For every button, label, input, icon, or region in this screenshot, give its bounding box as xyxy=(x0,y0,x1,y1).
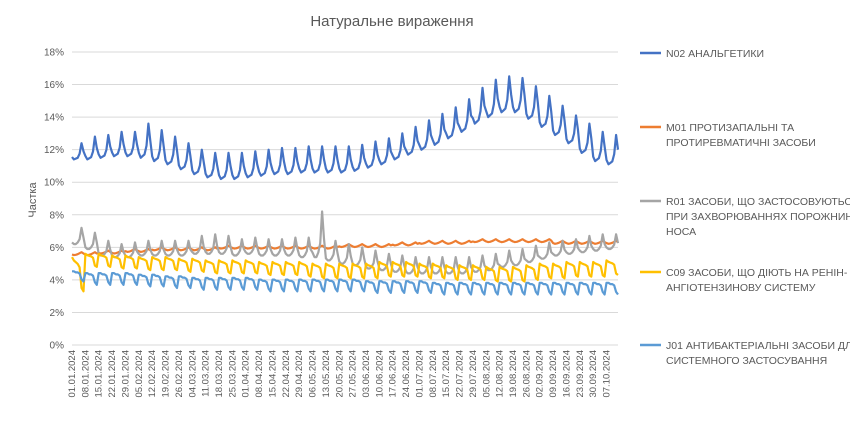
legend-label: АНГІОТЕНЗИНОВУ СИСТЕМУ xyxy=(666,282,816,294)
x-tick-label: 06.05.2024 xyxy=(308,350,319,398)
x-tick-label: 26.02.2024 xyxy=(174,350,185,398)
y-tick-label: 14% xyxy=(44,113,64,124)
x-tick-label: 13.05.2024 xyxy=(321,350,332,398)
x-tick-label: 01.04.2024 xyxy=(241,350,252,398)
x-tick-label: 24.06.2024 xyxy=(401,350,412,398)
x-tick-label: 22.04.2024 xyxy=(281,350,292,398)
x-tick-label: 01.07.2024 xyxy=(414,350,425,398)
y-tick-label: 4% xyxy=(50,275,65,286)
x-tick-label: 19.02.2024 xyxy=(161,350,172,398)
x-tick-label: 10.06.2024 xyxy=(374,350,385,398)
y-tick-label: 16% xyxy=(44,80,64,91)
x-tick-label: 29.04.2024 xyxy=(294,350,305,398)
y-axis-title: Частка xyxy=(27,182,39,218)
x-tick-label: 27.05.2024 xyxy=(348,350,359,398)
y-tick-label: 2% xyxy=(50,308,65,319)
x-tick-label: 30.09.2024 xyxy=(588,350,599,398)
legend-label: СИСТЕМНОГО ЗАСТОСУВАННЯ xyxy=(666,355,827,367)
x-tick-label: 12.02.2024 xyxy=(147,350,158,398)
series-line xyxy=(71,210,620,275)
x-tick-label: 01.01.2024 xyxy=(67,350,78,398)
legend-label: J01 АНТИБАКТЕРІАЛЬНІ ЗАСОБИ ДЛЯ xyxy=(666,340,850,352)
x-tick-label: 22.07.2024 xyxy=(455,350,466,398)
y-tick-label: 12% xyxy=(44,145,64,156)
x-tick-label: 23.09.2024 xyxy=(575,350,586,398)
x-tick-label: 15.07.2024 xyxy=(441,350,452,398)
legend-label: C09 ЗАСОБИ, ЩО ДІЮТЬ НА РЕНІН- xyxy=(666,267,848,279)
x-tick-label: 08.07.2024 xyxy=(428,350,439,398)
x-tick-label: 12.08.2024 xyxy=(495,350,506,398)
x-tick-label: 22.01.2024 xyxy=(107,350,118,398)
series-line xyxy=(72,270,619,296)
series-lines xyxy=(71,75,620,296)
x-tick-label: 26.08.2024 xyxy=(521,350,532,398)
y-tick-label: 6% xyxy=(50,243,65,254)
x-tick-label: 29.01.2024 xyxy=(120,350,131,398)
legend-label: ПРИ ЗАХВОРЮВАННЯХ ПОРОЖНИНИ xyxy=(666,211,850,223)
x-tick-label: 05.08.2024 xyxy=(481,350,492,398)
x-axis-ticks: 01.01.2024 08.01.2024 15.01.2024 22.01.2024… xyxy=(67,350,613,398)
legend: N02 АНАЛЬГЕТИКИ M01 ПРОТИЗАПАЛЬНІ ТА ПРОТИ… xyxy=(640,48,850,367)
x-tick-label: 04.03.2024 xyxy=(187,350,198,398)
legend-label: R01 ЗАСОБИ, ЩО ЗАСТОСОВУЮТЬСЯ xyxy=(666,196,850,208)
x-tick-label: 11.03.2024 xyxy=(201,350,212,397)
x-tick-label: 16.09.2024 xyxy=(561,350,572,398)
chart-title: Натуральне вираження xyxy=(310,13,473,30)
y-tick-label: 18% xyxy=(44,48,64,59)
series-line xyxy=(71,75,620,181)
x-tick-label: 29.07.2024 xyxy=(468,350,479,398)
x-tick-label: 19.08.2024 xyxy=(508,350,519,398)
x-tick-label: 18.03.2024 xyxy=(214,350,225,398)
x-tick-label: 25.03.2024 xyxy=(227,350,238,398)
x-tick-label: 05.02.2024 xyxy=(134,350,145,398)
legend-label: N02 АНАЛЬГЕТИКИ xyxy=(666,48,764,60)
y-tick-label: 8% xyxy=(50,210,65,221)
y-tick-label: 10% xyxy=(44,178,64,189)
x-tick-label: 15.01.2024 xyxy=(94,350,105,398)
x-tick-label: 08.01.2024 xyxy=(80,350,91,398)
legend-label: ПРОТИРЕВМАТИЧНІ ЗАСОБИ xyxy=(666,137,816,149)
x-tick-label: 20.05.2024 xyxy=(334,350,345,398)
x-tick-label: 15.04.2024 xyxy=(267,350,278,398)
x-tick-label: 17.06.2024 xyxy=(388,350,399,398)
series-line xyxy=(71,252,619,293)
y-axis-ticks: 0% 2% 4% 6% 8% 10% 12% 14% 16% 18% xyxy=(44,48,64,352)
x-tick-label: 08.04.2024 xyxy=(254,350,265,398)
y-tick-label: 0% xyxy=(50,341,65,352)
x-tick-label: 09.09.2024 xyxy=(548,350,559,398)
legend-label: НОСА xyxy=(666,226,696,238)
x-tick-label: 07.10.2024 xyxy=(602,350,613,398)
x-tick-label: 03.06.2024 xyxy=(361,350,372,398)
x-tick-label: 02.09.2024 xyxy=(535,350,546,398)
legend-label: M01 ПРОТИЗАПАЛЬНІ ТА xyxy=(666,122,794,134)
